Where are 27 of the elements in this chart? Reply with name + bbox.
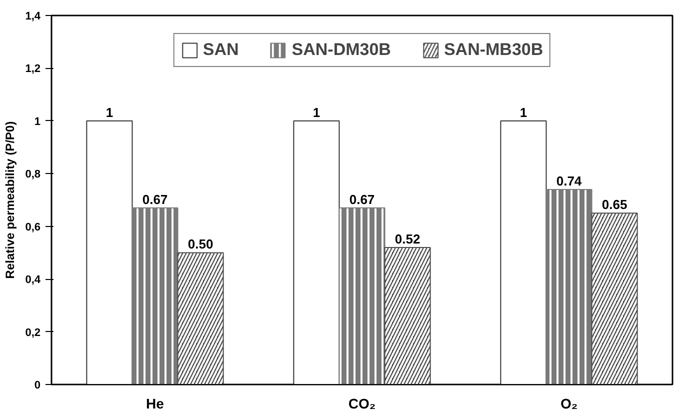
y-tick-label: 1 [34, 116, 41, 128]
x-tick-label: He [146, 396, 164, 412]
legend-label: SAN-DM30B [292, 40, 391, 60]
bar [86, 120, 133, 384]
y-tick-label: 0 [34, 380, 41, 392]
legend-label: SAN [202, 40, 239, 60]
y-axis-title: Relative permeability (P/P0) [3, 121, 18, 279]
y-tick-label: 1,2 [25, 63, 41, 76]
y-tick-label: 0,6 [25, 221, 41, 234]
data-label: 1 [106, 104, 114, 120]
bar [293, 120, 340, 384]
y-tick-label: 0,4 [25, 274, 42, 286]
data-label: 0.50 [188, 236, 214, 252]
data-label: 0.65 [602, 197, 628, 212]
x-tick-label: CO₂ [348, 396, 376, 412]
data-label: 0.67 [142, 192, 168, 207]
x-tick-label: O₂ [560, 396, 578, 412]
data-label: 0.74 [556, 173, 582, 188]
y-tick-label: 0,2 [25, 326, 41, 339]
y-tick-label: 1,4 [25, 10, 42, 22]
data-label: 0.67 [349, 192, 375, 207]
y-tick-label: 0,8 [25, 168, 41, 181]
data-label: 1 [312, 104, 320, 120]
data-label: 1 [520, 104, 528, 120]
legend-label: SAN-MB30B [444, 40, 544, 60]
bar [500, 120, 547, 384]
data-label: 0.52 [394, 231, 420, 246]
